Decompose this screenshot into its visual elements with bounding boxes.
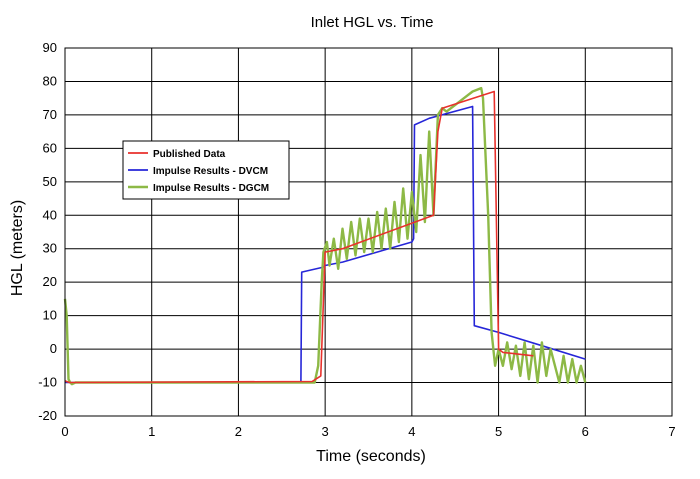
y-axis-title: HGL (meters) bbox=[9, 200, 26, 296]
x-tick-label: 2 bbox=[235, 424, 242, 439]
x-tick-label: 1 bbox=[148, 424, 155, 439]
series-line-1 bbox=[64, 90, 534, 384]
x-tick-label: 4 bbox=[408, 424, 415, 439]
y-tick-label: -20 bbox=[38, 408, 57, 423]
y-tick-label: 10 bbox=[43, 308, 57, 323]
plot-border bbox=[64, 47, 673, 417]
chart-title: Inlet HGL vs. Time bbox=[311, 14, 434, 31]
y-tick-label: 90 bbox=[43, 40, 57, 55]
grid bbox=[64, 47, 673, 417]
x-tick-label: 6 bbox=[582, 424, 589, 439]
y-tick-label: 50 bbox=[43, 174, 57, 189]
legend-label: Impulse Results - DGCM bbox=[153, 183, 269, 194]
y-tick-label: 70 bbox=[43, 107, 57, 122]
series-lines bbox=[63, 86, 587, 386]
series-line-3 bbox=[63, 86, 587, 386]
y-tick-label: 20 bbox=[43, 274, 57, 289]
y-tick-label: 30 bbox=[43, 241, 57, 256]
y-tick-label: 80 bbox=[43, 73, 57, 88]
x-tick-label: 3 bbox=[322, 424, 329, 439]
legend-box bbox=[122, 140, 290, 200]
x-tick-label: 0 bbox=[61, 424, 68, 439]
y-tick-label: 60 bbox=[43, 140, 57, 155]
y-tick-label: -10 bbox=[38, 375, 57, 390]
y-tick-label: 0 bbox=[50, 341, 57, 356]
x-tick-label: 7 bbox=[668, 424, 675, 439]
x-tick-labels: 0 1 2 3 4 5 6 7 bbox=[61, 424, 675, 439]
x-axis-title: Time (seconds) bbox=[316, 448, 426, 465]
y-tick-label: 40 bbox=[43, 207, 57, 222]
x-tick-label: 5 bbox=[495, 424, 502, 439]
legend-label: Published Data bbox=[153, 149, 226, 160]
legend: Published Data Impulse Results - DVCM Impu… bbox=[122, 140, 290, 200]
legend-label: Impulse Results - DVCM bbox=[153, 166, 268, 177]
y-tick-labels: -20 -10 0 10 20 30 40 50 60 70 80 90 bbox=[38, 40, 57, 423]
